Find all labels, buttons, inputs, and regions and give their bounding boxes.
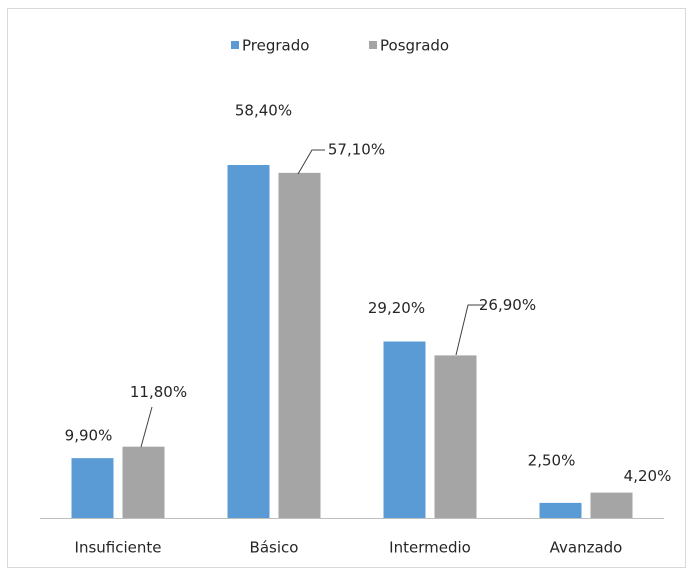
x-tick-label: Insuficiente (75, 539, 162, 557)
bar (227, 165, 270, 518)
x-tick-label: Básico (250, 539, 299, 557)
value-label: 29,20% (368, 299, 425, 317)
x-tick-label: Avanzado (550, 539, 623, 557)
legend-swatch (231, 41, 239, 49)
bar (590, 492, 633, 518)
x-tick-label: Intermedio (389, 539, 471, 557)
value-label: 58,40% (235, 102, 292, 120)
bar (539, 502, 582, 518)
legend-label: Posgrado (380, 37, 449, 55)
leader-line (140, 406, 153, 448)
value-label: 2,50% (528, 451, 576, 469)
bar (434, 355, 477, 518)
chart-border (7, 8, 686, 568)
leader-line (297, 149, 325, 175)
bar (278, 172, 321, 518)
legend-label: Pregrado (242, 37, 309, 55)
value-label: 4,20% (624, 467, 672, 485)
legend-swatch (369, 41, 377, 49)
value-label: 57,10% (328, 140, 385, 158)
value-label: 9,90% (65, 427, 113, 445)
value-label: 11,80% (130, 383, 187, 401)
bar (383, 341, 426, 518)
value-label: 26,90% (479, 296, 536, 314)
leader-line (455, 304, 484, 356)
bar (71, 458, 114, 518)
bar (122, 446, 165, 518)
